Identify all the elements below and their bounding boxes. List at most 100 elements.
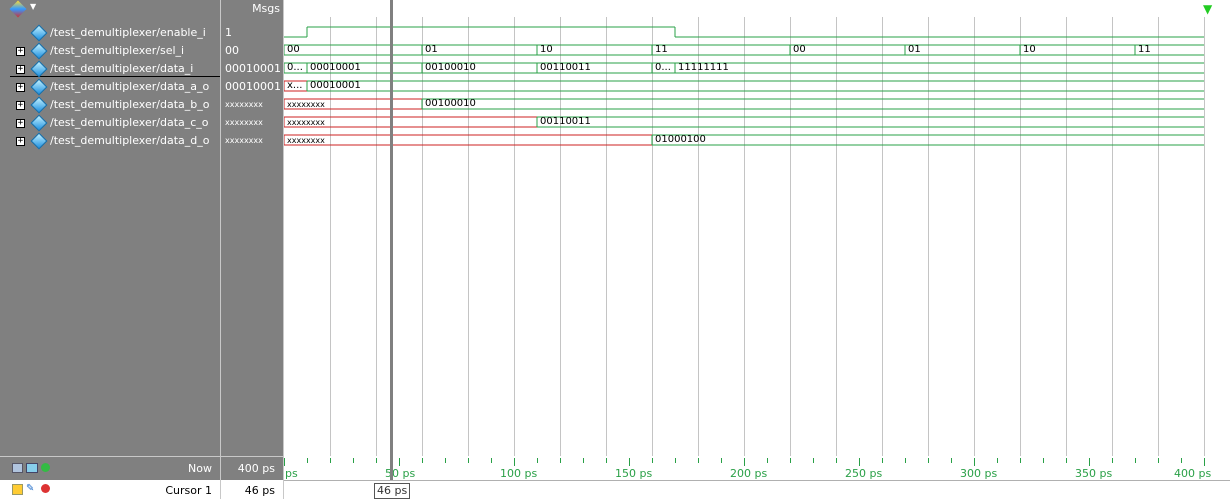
grid-line	[330, 17, 331, 456]
name-pane-header: ▼	[0, 0, 220, 18]
time-label: 100 ps	[500, 467, 538, 480]
time-tick	[445, 458, 446, 463]
time-tick	[928, 458, 929, 463]
signal-value-row[interactable]: 1	[221, 24, 283, 42]
waveform-pane[interactable]: 00 01 10 11 00 01 10 11 0... 00010001 00100010 0011…	[284, 0, 1230, 456]
expand-icon[interactable]: +	[16, 82, 25, 92]
delete-cursor-icon[interactable]	[41, 484, 50, 493]
time-tick	[652, 458, 653, 463]
marker-arrow-icon[interactable]: ▼	[1203, 2, 1213, 16]
time-tick	[468, 458, 469, 463]
time-tick	[1089, 458, 1090, 466]
signal-icon	[30, 60, 48, 78]
time-tick	[422, 458, 423, 463]
signal-value-row[interactable]: 00010001	[221, 78, 283, 96]
time-label: 250 ps	[845, 467, 883, 480]
grid-line	[606, 17, 607, 456]
time-tick	[330, 458, 331, 463]
signal-icon	[30, 42, 48, 60]
signal-icon	[30, 96, 48, 114]
signal-row[interactable]: + /test_demultiplexer/data_a_o	[0, 78, 220, 96]
wave-value-label: 00100010	[425, 62, 476, 73]
dropdown-arrow-icon[interactable]: ▼	[30, 2, 37, 11]
expand-icon[interactable]: +	[16, 46, 25, 56]
time-label: 350 ps	[1075, 467, 1113, 480]
signal-value-row[interactable]: 00010001	[221, 60, 283, 78]
signal-row[interactable]: + /test_demultiplexer/sel_i	[0, 42, 220, 60]
signal-row[interactable]: + /test_demultiplexer/data_b_o	[0, 96, 220, 114]
value-pane: Msgs 1 00 00010001 00010001 xxxxxxxx xxxxxxxx…	[221, 0, 283, 499]
signal-value-row[interactable]: 00	[221, 42, 283, 60]
time-tick	[491, 458, 492, 463]
grid-line	[1020, 17, 1021, 456]
wave-value-label: 00110011	[540, 62, 591, 73]
value-pane-header: Msgs	[221, 0, 283, 17]
expand-icon[interactable]: +	[16, 64, 25, 74]
now-label: Now	[188, 462, 212, 475]
grid-line	[376, 17, 377, 456]
time-tick	[698, 458, 699, 463]
signal-name: /test_demultiplexer/sel_i	[50, 44, 185, 57]
grid-line	[652, 17, 653, 456]
grid-line	[1112, 17, 1113, 456]
grid-line	[790, 17, 791, 456]
time-tick	[721, 458, 722, 463]
signal-value: 00010001	[225, 80, 281, 93]
time-tick	[1066, 458, 1067, 463]
cursor-line[interactable]	[390, 0, 393, 456]
signal-value: 1	[225, 26, 232, 39]
zoom-icon[interactable]	[26, 463, 38, 473]
signal-row[interactable]: + /test_demultiplexer/data_i	[0, 60, 220, 78]
signal-row[interactable]: + /test_demultiplexer/data_d_o	[0, 132, 220, 150]
signal-value-row[interactable]: xxxxxxxx	[221, 114, 283, 132]
signal-value: 00010001	[225, 62, 281, 75]
wave-value-label: 00100010	[425, 98, 476, 109]
wave-value-label: 10	[1023, 44, 1036, 55]
expand-icon[interactable]: +	[16, 100, 25, 110]
signal-value-row[interactable]: xxxxxxxx	[221, 96, 283, 114]
time-tick	[353, 458, 354, 463]
signal-value: xxxxxxxx	[225, 118, 263, 127]
grid-line	[882, 17, 883, 456]
wave-value-label: 11	[1138, 44, 1151, 55]
now-icon[interactable]	[12, 463, 23, 473]
wave-value-label: x...	[287, 80, 303, 91]
expand-icon[interactable]: +	[16, 136, 25, 146]
wave-value-label: 00110011	[540, 116, 591, 127]
time-tick	[307, 458, 308, 463]
add-cursor-icon[interactable]	[41, 463, 50, 472]
wave-value-label: 00010001	[310, 80, 361, 91]
time-tick	[974, 458, 975, 466]
expand-icon[interactable]: +	[16, 118, 25, 128]
pane-divider[interactable]	[220, 0, 221, 499]
time-tick	[1181, 458, 1182, 463]
lock-icon[interactable]	[12, 484, 23, 495]
signal-name: /test_demultiplexer/data_a_o	[50, 80, 210, 93]
time-tick	[859, 458, 860, 466]
signal-row[interactable]: /test_demultiplexer/enable_i	[0, 24, 220, 42]
cursor-time-tag[interactable]: 46 ps	[374, 483, 411, 499]
edit-cursor-icon[interactable]: ✎	[26, 483, 35, 494]
ruler-divider	[284, 480, 1230, 481]
cursor-value-bg	[221, 480, 283, 499]
signal-value-row[interactable]: xxxxxxxx	[221, 132, 283, 150]
time-label: 150 ps	[615, 467, 653, 480]
time-tick	[1112, 458, 1113, 463]
signal-icon	[30, 132, 48, 150]
wave-value-label: 00010001	[310, 62, 361, 73]
grid-line	[1204, 17, 1205, 456]
time-tick	[560, 458, 561, 463]
time-label: 300 ps	[960, 467, 998, 480]
time-label: ps	[285, 467, 298, 480]
time-tick	[284, 458, 285, 466]
wave-value-label: 01	[908, 44, 921, 55]
time-tick	[537, 458, 538, 463]
cursor-value: 46 ps	[244, 484, 275, 497]
wave-tool-icon[interactable]	[9, 0, 27, 18]
wave-value-label: 00	[287, 44, 300, 55]
pane-divider[interactable]	[283, 0, 284, 499]
grid-line	[836, 17, 837, 456]
signal-row[interactable]: + /test_demultiplexer/data_c_o	[0, 114, 220, 132]
time-tick	[514, 458, 515, 466]
time-tick	[1020, 458, 1021, 463]
